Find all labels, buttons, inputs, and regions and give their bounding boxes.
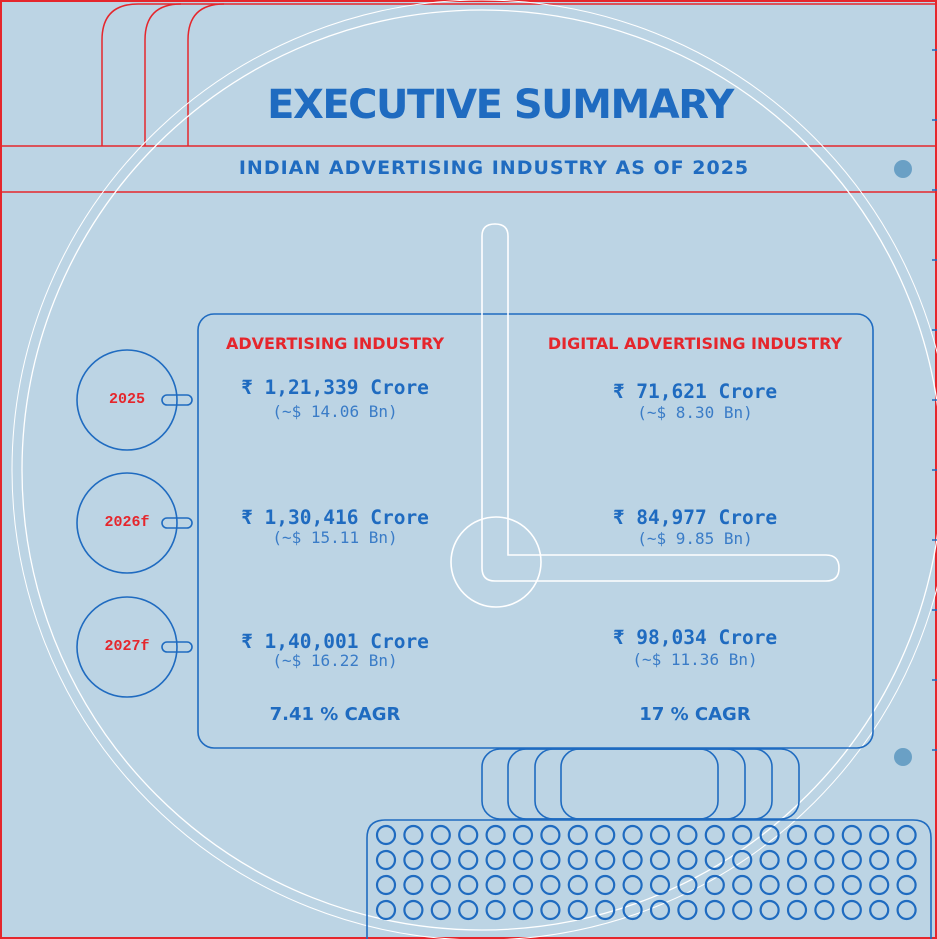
advertising-industry-heading: ADVERTISING INDUSTRY bbox=[225, 334, 445, 353]
digital-advertising-industry-heading: DIGITAL ADVERTISING INDUSTRY bbox=[547, 334, 843, 353]
advertising-cagr: 7.41 % CAGR bbox=[269, 704, 401, 725]
year-label-2026f: 2026f bbox=[104, 514, 150, 531]
advertising-value-2025: ₹ 1,21,339 Crore bbox=[241, 376, 429, 399]
advertising-value-2027f: ₹ 1,40,001 Crore bbox=[241, 630, 429, 653]
digital-value-2025: ₹ 71,621 Crore bbox=[612, 380, 778, 403]
digital-usd-2025: (~$ 8.30 Bn) bbox=[637, 403, 753, 422]
digital-cagr: 17 % CAGR bbox=[639, 704, 751, 725]
year-label-2027f: 2027f bbox=[104, 638, 150, 655]
advertising-usd-2026f: (~$ 15.11 Bn) bbox=[272, 528, 398, 547]
digital-usd-2027f: (~$ 11.36 Bn) bbox=[632, 650, 758, 669]
advertising-value-2026f: ₹ 1,30,416 Crore bbox=[241, 506, 429, 529]
year-label-2025: 2025 bbox=[108, 391, 145, 408]
page-title: EXECUTIVE SUMMARY bbox=[267, 82, 734, 128]
advertising-usd-2027f: (~$ 16.22 Bn) bbox=[272, 651, 398, 670]
digital-value-2027f: ₹ 98,034 Crore bbox=[612, 626, 778, 649]
advertising-usd-2025: (~$ 14.06 Bn) bbox=[272, 402, 398, 421]
digital-value-2026f: ₹ 84,977 Crore bbox=[612, 506, 778, 529]
page-subtitle: INDIAN ADVERTISING INDUSTRY AS OF 2025 bbox=[238, 157, 750, 179]
digital-usd-2026f: (~$ 9.85 Bn) bbox=[637, 529, 753, 548]
